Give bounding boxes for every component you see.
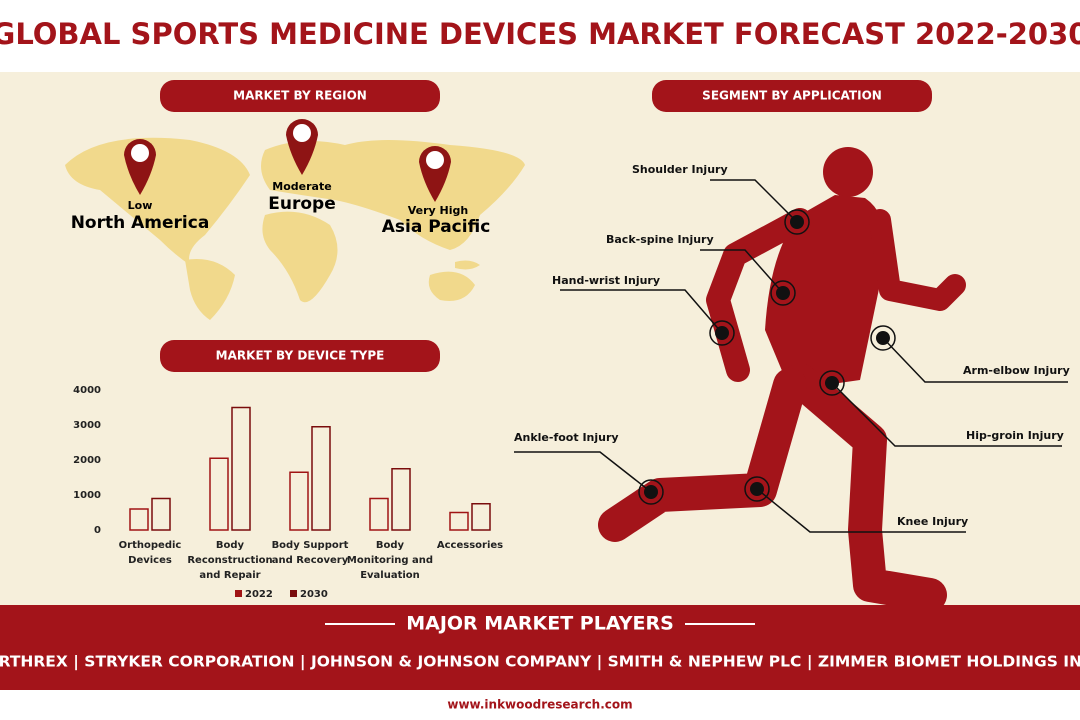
- bar: [391, 468, 411, 531]
- legend-label: 2022: [245, 589, 273, 600]
- runner-silhouette: [598, 147, 966, 612]
- x-tick-label: Orthopedic Devices: [118, 540, 182, 566]
- bar-chart: 0 1000 2000 3000 4000 2022 2030: [73, 385, 491, 600]
- bar: [231, 406, 251, 531]
- y-tick-label: 4000: [73, 385, 101, 396]
- region-heading-box: [160, 80, 440, 112]
- y-tick-label: 3000: [73, 420, 101, 431]
- bar: [449, 511, 469, 531]
- injury-label: Hip-groin Injury: [966, 429, 1064, 442]
- injury-label: Hand-wrist Injury: [552, 274, 660, 287]
- application-heading: SEGMENT BY APPLICATION: [702, 89, 882, 103]
- legend-swatch: [290, 590, 297, 597]
- x-tick-label: Body Reconstruction and Repair: [187, 540, 273, 581]
- bar: [151, 497, 171, 531]
- bar: [129, 508, 149, 531]
- legend-swatch: [235, 590, 242, 597]
- injury-label: Knee Injury: [897, 515, 968, 528]
- application-heading-box: [652, 80, 932, 112]
- y-tick-label: 0: [94, 525, 101, 536]
- x-tick-label: Body Support and Recovery: [271, 540, 349, 566]
- world-map: [65, 137, 525, 320]
- region-level: Very High: [408, 204, 468, 217]
- bar: [289, 471, 309, 531]
- injury-rings: [638, 209, 896, 505]
- x-tick-label: Accessories: [436, 540, 504, 551]
- injury-labels: Shoulder Injury Back-spine Injury Hand-w…: [514, 163, 1070, 528]
- y-tick-label: 1000: [73, 490, 101, 501]
- players-heading: MAJOR MARKET PLAYERS: [406, 613, 674, 635]
- leader-lines: [514, 179, 1068, 533]
- injury-label: Back-spine Injury: [606, 233, 714, 246]
- pins: [124, 119, 451, 202]
- title: GLOBAL SPORTS MEDICINE DEVICES MARKET FO…: [0, 17, 1080, 51]
- region-name: North America: [71, 213, 210, 233]
- injury-label: Ankle-foot Injury: [514, 431, 619, 444]
- region-heading: MARKET BY REGION: [233, 89, 367, 103]
- chart-title: MARKET BY DEVICE TYPE: [216, 349, 385, 363]
- players-band: [0, 605, 1080, 690]
- injury-points: [644, 215, 890, 499]
- footer-url: www.inkwoodresearch.com: [447, 698, 632, 712]
- bar: [471, 503, 491, 531]
- region-name: Asia Pacific: [382, 217, 491, 237]
- region-level: Low: [128, 199, 153, 212]
- x-tick-label: Body Monitoring and Evaluation: [346, 540, 434, 581]
- injury-label: Arm-elbow Injury: [963, 364, 1070, 377]
- region-name: Europe: [268, 194, 335, 214]
- bar: [369, 497, 389, 531]
- legend-label: 2030: [300, 589, 328, 600]
- bar: [209, 457, 229, 531]
- chart-heading-box: [160, 340, 440, 372]
- region-level: Moderate: [272, 180, 331, 193]
- players-list: ARTHREX | STRYKER CORPORATION | JOHNSON …: [0, 653, 1080, 672]
- y-tick-label: 2000: [73, 455, 101, 466]
- injury-label: Shoulder Injury: [632, 163, 728, 176]
- bar: [311, 426, 331, 531]
